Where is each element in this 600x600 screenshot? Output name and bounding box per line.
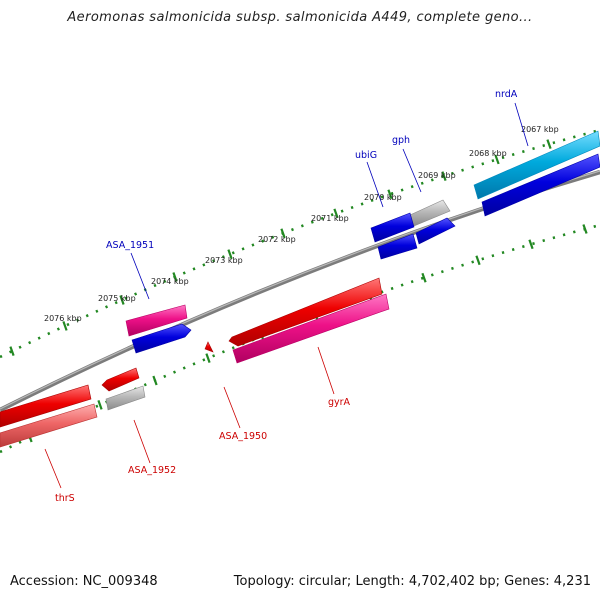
gene-ubiG-arrow[interactable] bbox=[370, 212, 415, 243]
gene-ASA_1950-arrow[interactable] bbox=[204, 341, 214, 353]
outer-ruler-tick-1 bbox=[62, 321, 68, 331]
label-ASA_1952[interactable]: ASA_1952 bbox=[128, 465, 176, 476]
gene-gph-inner-arrow[interactable] bbox=[415, 217, 456, 245]
outer-ruler-tick-6 bbox=[333, 208, 339, 219]
accession-value: NC_009348 bbox=[82, 574, 158, 589]
leader-ubiG bbox=[366, 161, 384, 208]
leader-ASA_1950 bbox=[223, 386, 241, 429]
inner-ruler-tick-2 bbox=[152, 375, 158, 386]
tick-label-2074: 2074 kbp bbox=[151, 277, 189, 286]
tick-label-2072: 2072 kbp bbox=[258, 235, 296, 244]
stats-separator-1: ; bbox=[346, 574, 352, 589]
leader-ASA_1952 bbox=[133, 419, 151, 464]
label-thrS[interactable]: thrS bbox=[55, 493, 75, 504]
topology-value: circular bbox=[298, 574, 347, 589]
gene-ASA_1952-arrow[interactable] bbox=[105, 385, 146, 411]
label-gph[interactable]: gph bbox=[392, 135, 410, 146]
inner-ruler-tick-10 bbox=[582, 224, 588, 234]
accession-label: Accession: bbox=[10, 574, 79, 589]
inner-ruler-tick-7 bbox=[421, 272, 427, 283]
gene-nrdA-arrow[interactable] bbox=[473, 130, 600, 200]
inner-ruler-tick-9 bbox=[528, 239, 534, 250]
tick-label-2068: 2068 kbp bbox=[469, 149, 507, 158]
leader-nrdA bbox=[514, 102, 529, 147]
outer-ruler: 2067 kbp 2068 kbp 2069 kbp 2070 kbp 2071… bbox=[0, 125, 600, 359]
gene-nrdA-inner-arrow[interactable] bbox=[481, 153, 600, 217]
tick-label-2075: 2075 kbp bbox=[98, 294, 136, 303]
genes-value: 4,231 bbox=[553, 574, 591, 589]
gene-gyrA-pink-arrow[interactable] bbox=[232, 293, 390, 364]
stats-separator-2: ; bbox=[495, 574, 501, 589]
outer-ruler-tick-8 bbox=[441, 171, 447, 181]
leader-thrS bbox=[44, 448, 62, 489]
outer-ruler-tick-5 bbox=[280, 228, 286, 239]
outer-ruler-tick-2 bbox=[119, 295, 125, 305]
ruler-tick-labels: 2067 kbp 2068 kbp 2069 kbp 2070 kbp 2071… bbox=[44, 125, 559, 323]
outer-ruler-ticks bbox=[9, 139, 552, 357]
leader-gph bbox=[402, 148, 422, 193]
genome-stats: Topology: circular; Length: 4,702,402 bp… bbox=[234, 574, 591, 589]
label-nrdA[interactable]: nrdA bbox=[495, 89, 518, 100]
gene-gyrA-arrow[interactable] bbox=[228, 277, 383, 347]
tick-label-2067: 2067 kbp bbox=[521, 125, 559, 134]
topology-label: Topology: bbox=[233, 574, 295, 589]
label-ASA_1951[interactable]: ASA_1951 bbox=[106, 240, 154, 251]
reverse-cds-track bbox=[0, 153, 600, 448]
map-title: Aeromonas salmonicida subsp. salmonicida… bbox=[67, 10, 533, 25]
tick-label-2073: 2073 kbp bbox=[205, 256, 243, 265]
gene-labels: nrdA gph ubiG ASA_1951 gyrA ASA_1950 ASA… bbox=[44, 89, 529, 504]
tick-label-2076: 2076 kbp bbox=[44, 314, 82, 323]
inner-ruler-tick-3 bbox=[205, 353, 211, 364]
outer-ruler-tick-3 bbox=[172, 272, 178, 282]
forward-cds-track bbox=[125, 130, 600, 337]
leader-gyrA bbox=[317, 346, 335, 395]
genes-label: Genes: bbox=[504, 574, 550, 589]
length-label: Length: bbox=[355, 574, 405, 589]
tick-label-2069: 2069 kbp bbox=[418, 171, 456, 180]
leader-ASA_1951 bbox=[130, 252, 150, 300]
label-gyrA[interactable]: gyrA bbox=[328, 397, 351, 408]
tick-label-2070: 2070 kbp bbox=[364, 193, 402, 202]
gene-thrS-red-arrow[interactable] bbox=[0, 384, 92, 428]
tick-label-2071: 2071 kbp bbox=[311, 214, 349, 223]
gene-ASA_1951-arrow[interactable] bbox=[125, 304, 188, 337]
gene-ASA_1952-red-arrow[interactable] bbox=[101, 367, 140, 392]
length-value: 4,702,402 bp bbox=[408, 574, 496, 589]
label-ubiG[interactable]: ubiG bbox=[355, 150, 377, 161]
genome-backbone bbox=[0, 169, 600, 413]
gene-ASA_1951-inner-arrow[interactable] bbox=[131, 323, 192, 354]
accession-info: Accession: NC_009348 bbox=[10, 574, 158, 589]
outer-ruler-tick-9 bbox=[494, 154, 500, 165]
genome-backbone-highlight bbox=[0, 170, 600, 410]
outer-ruler-tick-4 bbox=[227, 249, 233, 260]
label-ASA_1950[interactable]: ASA_1950 bbox=[219, 431, 267, 442]
outer-ruler-tick-10 bbox=[546, 139, 552, 149]
outer-ruler-tick-0 bbox=[9, 346, 15, 357]
inner-ruler-tick-1 bbox=[97, 399, 103, 410]
gene-thrS-arrow[interactable] bbox=[0, 403, 98, 448]
outer-ruler-tick-7 bbox=[387, 189, 393, 200]
inner-ruler-tick-8 bbox=[475, 255, 481, 266]
gene-ubiG-inner-arrow[interactable] bbox=[377, 233, 418, 260]
